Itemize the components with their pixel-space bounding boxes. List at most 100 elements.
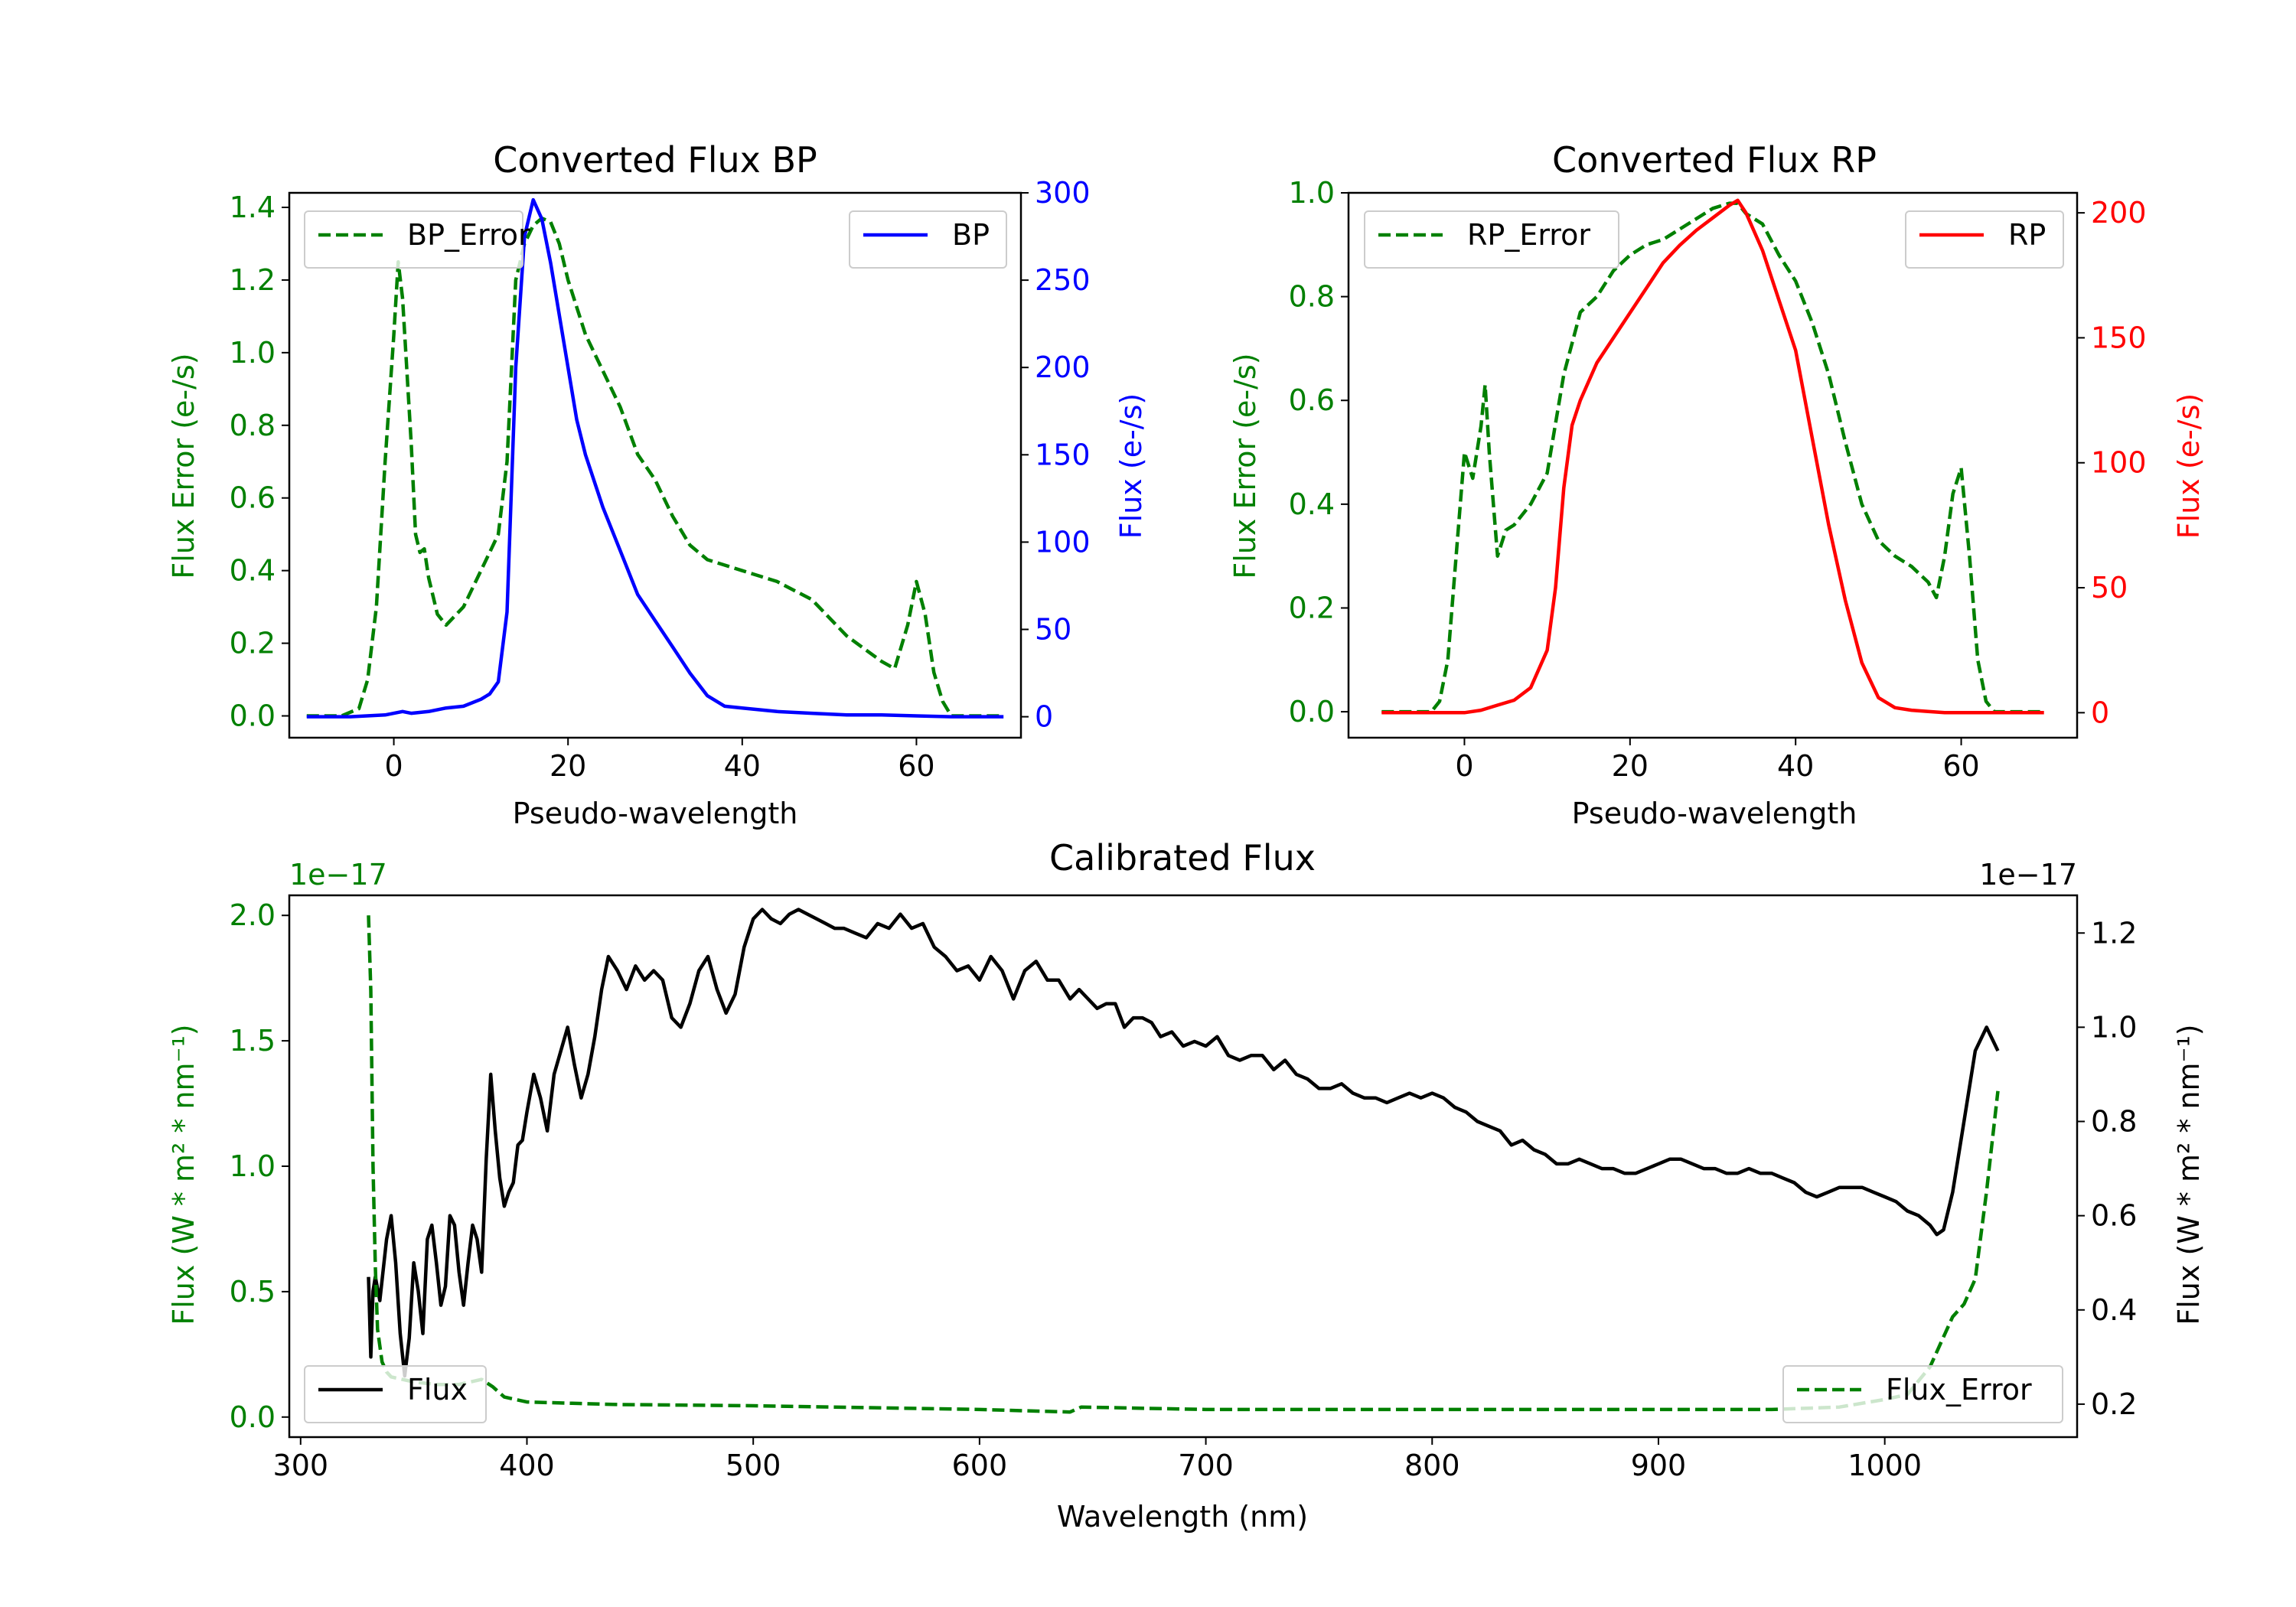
rp-y-left-tick-label: 0.2 xyxy=(1289,591,1335,624)
cal-x-tick-label: 900 xyxy=(1631,1449,1687,1482)
bp-y-left-tick-label: 0.4 xyxy=(230,554,276,588)
cal-y-right-label: Flux (W * m² * nm⁻¹) xyxy=(2172,1024,2206,1325)
bp-legend-left-label: BP_Error xyxy=(407,218,530,252)
bp-title: Converted Flux BP xyxy=(493,139,817,181)
rp-series-flux xyxy=(1381,198,2044,715)
cal-x-tick-label: 800 xyxy=(1404,1449,1460,1482)
cal-y-left-tick-label: 2.0 xyxy=(230,898,276,932)
cal-legend-right[interactable]: Flux_Error xyxy=(1782,1365,2063,1423)
bp-y-left-tick-label: 0.8 xyxy=(230,409,276,442)
cal-legend-left-box xyxy=(304,1365,487,1423)
rp-y-right-label: Flux (e-/s) xyxy=(2172,393,2206,539)
bp-plot-frame xyxy=(288,191,1022,739)
bp-y-right-tick-label: 100 xyxy=(1035,525,1091,559)
bp-y-right-tick-label: 250 xyxy=(1035,263,1091,297)
panel-bp: 0 20 40 60 0.0 0.2 0.4 0.6 0.8 1.0 1.2 1.4 0 50 100 150… xyxy=(167,139,1148,830)
rp-y-left-tick-label: 1.0 xyxy=(1289,176,1335,210)
bp-y-left-tick-label: 0.6 xyxy=(230,481,276,515)
cal-y-left-tick-label: 0.5 xyxy=(230,1275,276,1309)
cal-x-tick-label: 1000 xyxy=(1848,1449,1922,1482)
cal-legend-right-box xyxy=(1782,1365,2063,1423)
cal-y-right-tick-label: 1.0 xyxy=(2091,1010,2137,1044)
rp-legend-left-box xyxy=(1364,210,1619,269)
rp-y-right-tick-label: 100 xyxy=(2091,446,2147,480)
cal-x-tick-label: 300 xyxy=(273,1449,329,1482)
bp-x-tick-label: 40 xyxy=(724,749,761,783)
rp-x-tick-label: 40 xyxy=(1777,749,1814,783)
rp-legend-left-label: RP_Error xyxy=(1467,218,1590,252)
bp-y-right-tick-label: 0 xyxy=(1035,700,1053,734)
rp-y-right-tick-label: 0 xyxy=(2091,696,2109,729)
bp-y-right-tick-label: 150 xyxy=(1035,438,1091,471)
rp-x-tick-label: 20 xyxy=(1612,749,1649,783)
cal-x-tick-label: 600 xyxy=(952,1449,1008,1482)
bp-legend-left[interactable]: BP_Error xyxy=(304,210,530,269)
rp-legend-right[interactable]: RP xyxy=(1905,210,2064,269)
bp-y-left-label: Flux Error (e-/s) xyxy=(167,353,201,579)
rp-legend-right-label: RP xyxy=(2008,218,2046,252)
rp-legend-left[interactable]: RP_Error xyxy=(1364,210,1619,269)
bp-series-error xyxy=(306,216,1004,718)
bp-legend-right-box xyxy=(849,210,1007,269)
rp-plot-frame xyxy=(1347,191,2079,739)
rp-y-right-tick-label: 200 xyxy=(2091,196,2147,230)
cal-legend-left-label: Flux xyxy=(407,1373,468,1407)
rp-y-left-tick-label: 0.0 xyxy=(1289,695,1335,729)
rp-ticks: 0 20 40 60 0.0 0.2 0.4 0.6 0.8 1.0 0 50 100 150 200 xyxy=(1289,176,2147,783)
bp-legend-right-label: BP xyxy=(952,218,990,252)
cal-y-right-tick-label: 0.2 xyxy=(2091,1387,2137,1421)
bp-y-right-tick-label: 50 xyxy=(1035,613,1071,647)
bp-legend-left-box xyxy=(304,210,523,269)
cal-title: Calibrated Flux xyxy=(1049,837,1316,878)
cal-x-tick-label: 500 xyxy=(726,1449,781,1482)
panel-rp: 0 20 40 60 0.0 0.2 0.4 0.6 0.8 1.0 0 50 100 150 200 Co… xyxy=(1228,139,2206,830)
rp-x-tick-label: 0 xyxy=(1455,749,1473,783)
bp-plot-lines xyxy=(306,197,1004,719)
rp-legend-right-box xyxy=(1905,210,2064,269)
rp-series-error xyxy=(1381,201,2044,714)
cal-offset-right: 1e−17 xyxy=(1979,858,2077,892)
cal-y-right-tick-label: 1.2 xyxy=(2091,916,2137,950)
rp-y-left-tick-label: 0.4 xyxy=(1289,487,1335,521)
cal-series-flux xyxy=(367,908,2000,1378)
bp-y-left-tick-label: 1.4 xyxy=(230,191,276,224)
rp-y-right-tick-label: 50 xyxy=(2091,571,2128,605)
rp-plot-lines xyxy=(1381,198,2044,715)
cal-y-left-tick-label: 1.0 xyxy=(230,1149,276,1183)
bp-x-tick-label: 60 xyxy=(898,749,934,783)
cal-x-tick-label: 400 xyxy=(499,1449,555,1482)
cal-series-flux-error xyxy=(367,915,2000,1414)
cal-y-left-tick-label: 0.0 xyxy=(230,1400,276,1434)
bp-y-left-tick-label: 0.2 xyxy=(230,627,276,660)
rp-x-tick-label: 60 xyxy=(1942,749,1979,783)
rp-y-left-label: Flux Error (e-/s) xyxy=(1228,353,1262,579)
cal-legend-right-label: Flux_Error xyxy=(1886,1373,2032,1407)
cal-legend-left[interactable]: Flux xyxy=(304,1365,487,1423)
bp-y-left-tick-label: 1.0 xyxy=(230,336,276,370)
rp-y-left-tick-label: 0.8 xyxy=(1289,280,1335,314)
cal-y-right-tick-label: 0.4 xyxy=(2091,1293,2137,1327)
cal-x-axis-label: Wavelength (nm) xyxy=(1057,1500,1308,1534)
cal-x-tick-label: 700 xyxy=(1178,1449,1234,1482)
bp-x-tick-label: 20 xyxy=(550,749,586,783)
bp-x-tick-label: 0 xyxy=(384,749,403,783)
bp-y-right-tick-label: 300 xyxy=(1035,176,1091,210)
bp-ticks: 0 20 40 60 0.0 0.2 0.4 0.6 0.8 1.0 1.2 1.4 0 50 100 150… xyxy=(230,176,1091,783)
cal-plot-lines xyxy=(367,908,2000,1414)
bp-y-left-tick-label: 0.0 xyxy=(230,699,276,733)
cal-ticks: 300 400 500 600 700 800 900 1000 0.0 0.5 1.0 1.5 2.0… xyxy=(230,898,2138,1482)
panel-cal: 300 400 500 600 700 800 900 1000 0.0 0.5 1.0 1.5 2.0… xyxy=(167,837,2206,1534)
cal-plot-frame xyxy=(288,894,2079,1439)
rp-y-left-tick-label: 0.6 xyxy=(1289,383,1335,417)
cal-y-right-tick-label: 0.8 xyxy=(2091,1105,2137,1139)
cal-y-left-label: Flux (W * m² * nm⁻¹) xyxy=(167,1024,201,1325)
cal-y-right-tick-label: 0.6 xyxy=(2091,1199,2137,1233)
rp-title: Converted Flux RP xyxy=(1552,139,1877,181)
cal-y-left-tick-label: 1.5 xyxy=(230,1024,276,1058)
rp-y-right-tick-label: 150 xyxy=(2091,321,2147,354)
bp-legend-right[interactable]: BP xyxy=(849,210,1007,269)
bp-series-flux xyxy=(306,197,1004,719)
rp-x-axis-label: Pseudo-wavelength xyxy=(1572,797,1857,830)
bp-x-axis-label: Pseudo-wavelength xyxy=(513,797,798,830)
